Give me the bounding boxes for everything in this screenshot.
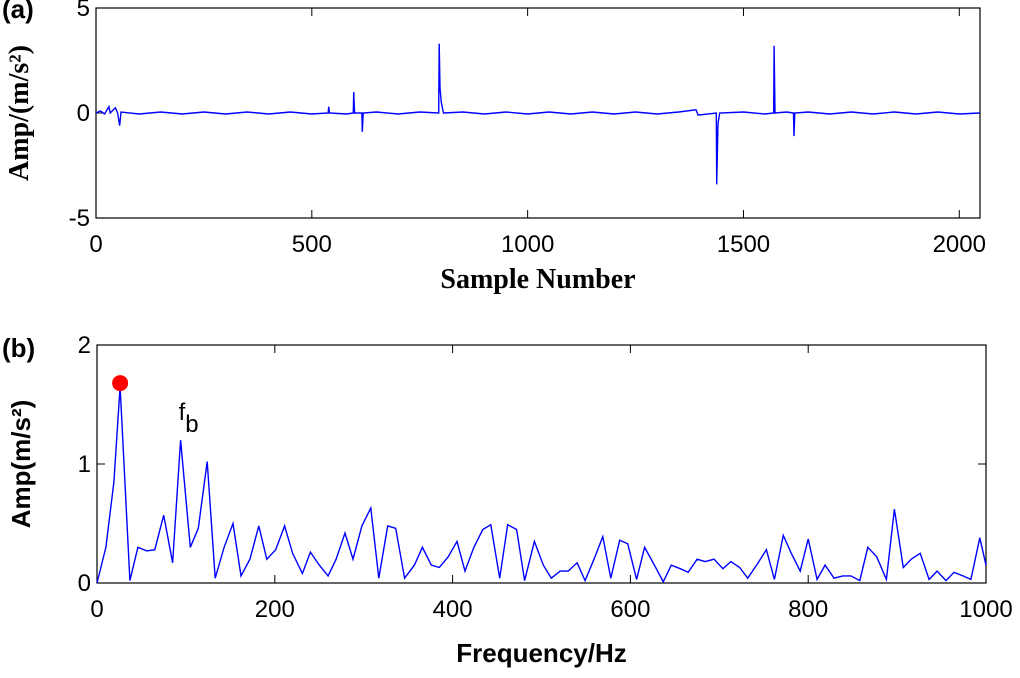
annotation: fb xyxy=(179,399,199,438)
x-tick-label: 200 xyxy=(255,596,295,623)
x-tick-label: 1500 xyxy=(717,231,770,258)
y-tick-label: 5 xyxy=(77,0,90,22)
x-tick-label: 400 xyxy=(433,596,473,623)
x-tick-label: 1000 xyxy=(959,596,1012,623)
panel-label: (b) xyxy=(2,333,35,363)
y-tick-label: -5 xyxy=(69,205,90,232)
x-tick-label: 800 xyxy=(788,596,828,623)
plot-frame xyxy=(96,344,987,584)
x-axis-label: Frequency/Hz xyxy=(456,638,627,668)
x-tick-label: 0 xyxy=(90,596,103,623)
y-axis-label: Amp(m/s²) xyxy=(6,400,36,529)
data-line xyxy=(95,43,981,185)
x-tick-label: 2000 xyxy=(933,231,986,258)
annotation-text: f xyxy=(179,399,186,426)
y-tick-label: 2 xyxy=(78,332,91,359)
x-tick-label: 500 xyxy=(292,231,332,258)
y-tick-label: 0 xyxy=(77,100,90,127)
annotation-subscript: b xyxy=(185,411,198,438)
x-axis-label: Sample Number xyxy=(440,264,635,295)
x-tick-label: 1000 xyxy=(501,231,554,258)
panel-label: (a) xyxy=(2,0,34,24)
x-tick-label: 600 xyxy=(610,596,650,623)
data-line xyxy=(96,386,987,584)
highlight-marker xyxy=(112,375,129,392)
y-tick-label: 0 xyxy=(78,570,91,597)
y-tick-label: 1 xyxy=(78,451,91,478)
x-tick-label: 0 xyxy=(89,231,102,258)
y-axis-label: Amp/(m/s²) xyxy=(4,45,35,181)
